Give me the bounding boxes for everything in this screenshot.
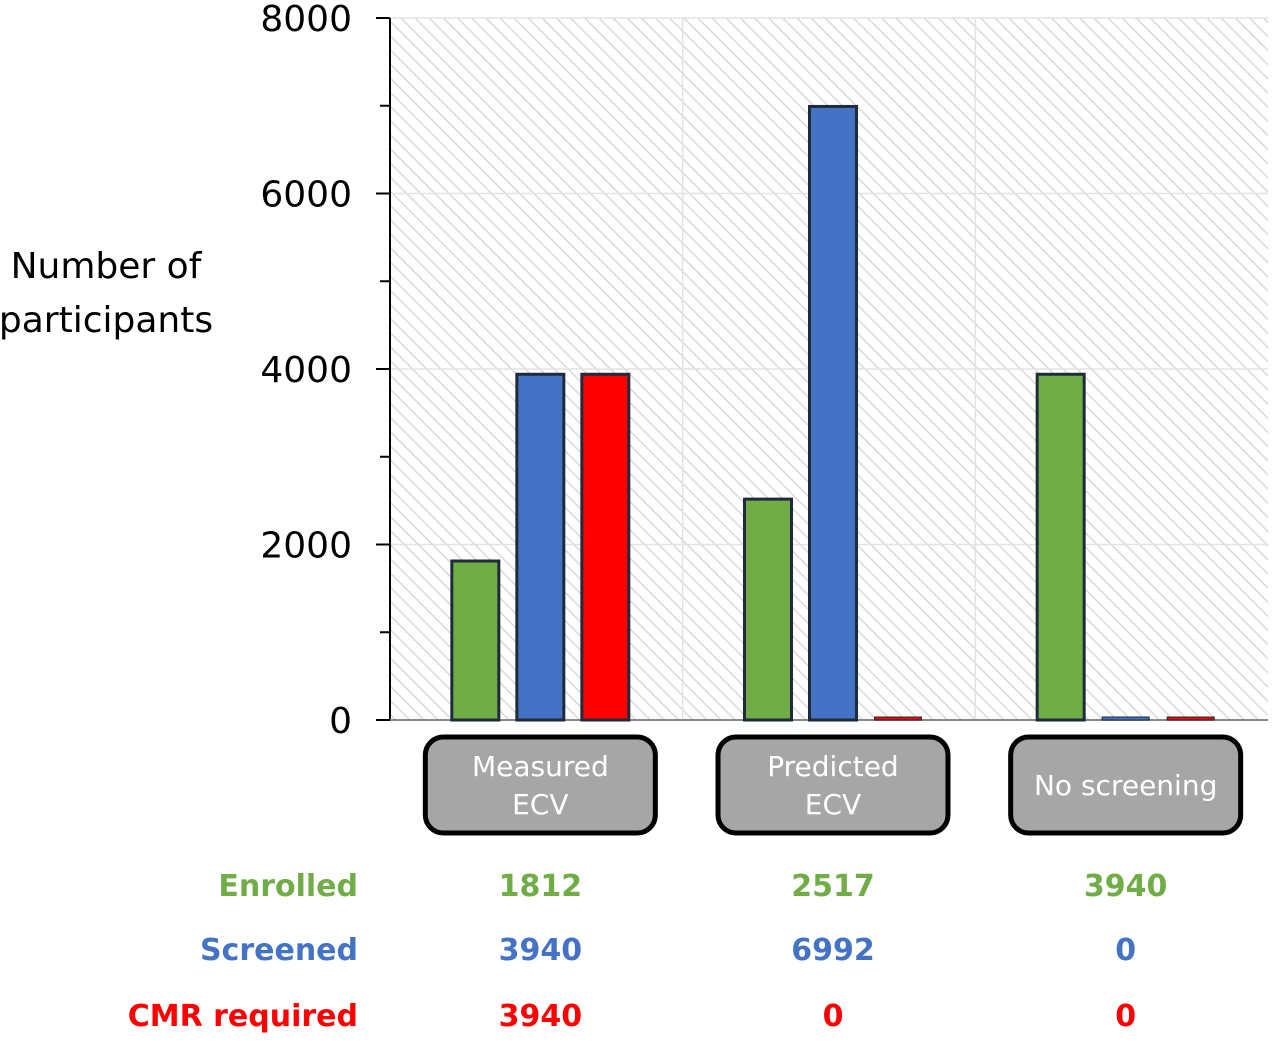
bar-enrolled: [450, 559, 501, 722]
y-tick-label: 2000: [260, 526, 352, 567]
category-box: No screening: [1008, 734, 1244, 836]
category-label: ECV: [805, 788, 861, 821]
category-label: ECV: [512, 788, 568, 821]
bar-screened: [1101, 716, 1150, 721]
y-tick-label: 8000: [260, 0, 352, 40]
table-row-label: Screened: [200, 933, 358, 968]
y-tick-labels: 0 2000 4000 6000 8000: [260, 0, 352, 742]
table-cell-value: 2517: [791, 869, 875, 904]
data-table: Enrolled 1812 2517 3940 Screened 3940 6992 0 CMR…: [128, 869, 1168, 1034]
bar-screened: [808, 104, 858, 722]
category-box-frame: [1008, 734, 1244, 836]
category-box: Measured ECV: [422, 734, 658, 836]
y-tick-label: 4000: [260, 350, 352, 391]
category-box: Predicted ECV: [715, 734, 951, 836]
table-cell-value: 0: [823, 999, 844, 1034]
bar-screened: [515, 372, 566, 722]
table-cell-value: 6992: [791, 933, 875, 968]
y-axis-label-line-2: participants: [0, 300, 213, 341]
bar-cmr-required: [1166, 716, 1215, 721]
bar-enrolled: [743, 497, 793, 722]
table-cell-value: 1812: [499, 869, 583, 904]
category-label: No screening: [1034, 769, 1217, 802]
category-labels: Measured ECV Predicted ECV No screening: [422, 734, 1244, 836]
y-axis-label-line-1: Number of: [11, 246, 203, 287]
bar-cmr-required: [874, 716, 922, 721]
bars: [450, 104, 1215, 722]
y-tick-label: 6000: [260, 175, 352, 216]
table-cell-value: 3940: [499, 933, 583, 968]
bar-enrolled: [1035, 372, 1086, 722]
category-box-frame: [715, 734, 951, 836]
table-cell-value: 0: [1115, 999, 1136, 1034]
table-cell-value: 0: [1115, 933, 1136, 968]
category-box-frame: [422, 734, 658, 836]
category-label: Measured: [472, 750, 609, 783]
category-label: Predicted: [767, 750, 898, 783]
table-cell-value: 3940: [1084, 869, 1168, 904]
table-row-label: CMR required: [128, 999, 358, 1034]
table-cell-value: 3940: [499, 999, 583, 1034]
table-row-label: Enrolled: [218, 869, 358, 904]
y-tick-label: 0: [329, 701, 352, 742]
bar-cmr-required: [580, 372, 631, 722]
